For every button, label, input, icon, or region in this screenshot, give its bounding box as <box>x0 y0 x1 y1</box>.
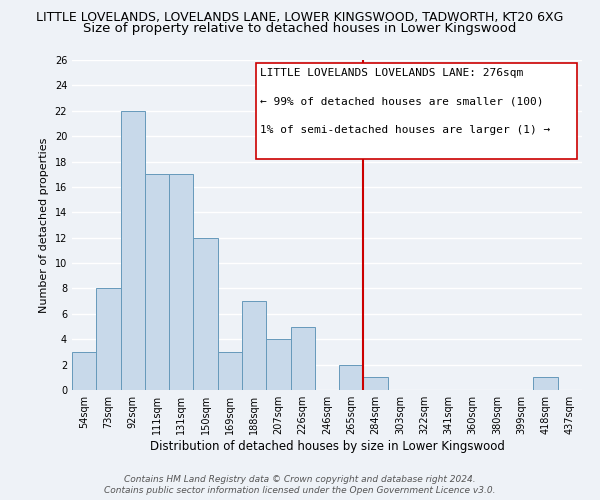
Bar <box>72 352 96 390</box>
Y-axis label: Number of detached properties: Number of detached properties <box>39 138 49 312</box>
Bar <box>290 326 315 390</box>
Bar <box>242 301 266 390</box>
X-axis label: Distribution of detached houses by size in Lower Kingswood: Distribution of detached houses by size … <box>149 440 505 453</box>
Bar <box>364 378 388 390</box>
Bar <box>193 238 218 390</box>
Bar <box>218 352 242 390</box>
Bar <box>121 111 145 390</box>
Text: LITTLE LOVELANDS LOVELANDS LANE: 276sqm: LITTLE LOVELANDS LOVELANDS LANE: 276sqm <box>260 68 524 78</box>
Bar <box>339 364 364 390</box>
Text: LITTLE LOVELANDS, LOVELANDS LANE, LOWER KINGSWOOD, TADWORTH, KT20 6XG: LITTLE LOVELANDS, LOVELANDS LANE, LOWER … <box>37 11 563 24</box>
Bar <box>266 339 290 390</box>
Text: Contains HM Land Registry data © Crown copyright and database right 2024.: Contains HM Land Registry data © Crown c… <box>124 475 476 484</box>
Bar <box>96 288 121 390</box>
Text: Contains public sector information licensed under the Open Government Licence v3: Contains public sector information licen… <box>104 486 496 495</box>
Text: 1% of semi-detached houses are larger (1) →: 1% of semi-detached houses are larger (1… <box>260 126 551 136</box>
Bar <box>169 174 193 390</box>
Bar <box>145 174 169 390</box>
Text: ← 99% of detached houses are smaller (100): ← 99% of detached houses are smaller (10… <box>260 97 544 107</box>
Text: Size of property relative to detached houses in Lower Kingswood: Size of property relative to detached ho… <box>83 22 517 35</box>
Bar <box>533 378 558 390</box>
